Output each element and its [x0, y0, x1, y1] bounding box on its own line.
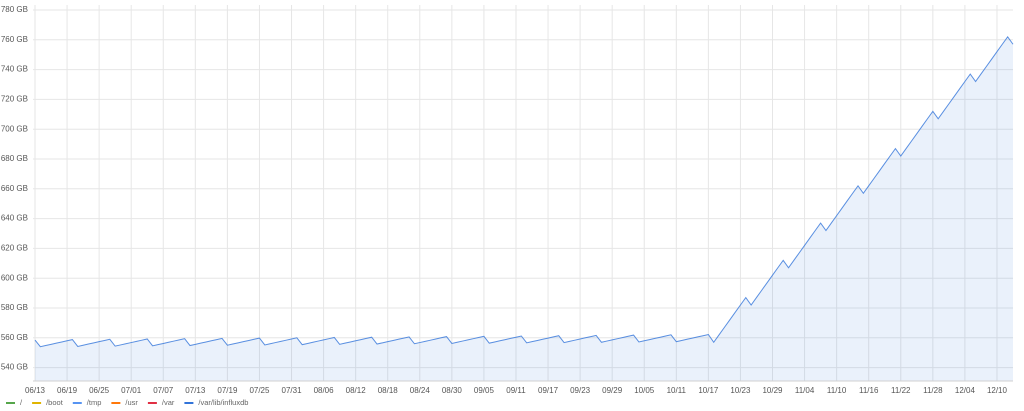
y-tick-label: 600 GB	[1, 273, 28, 282]
legend-label: /tmp	[87, 398, 102, 407]
x-tick-label: 10/17	[698, 386, 719, 395]
legend: / /boot/tmp/usr/var/var/lib/influxdb	[6, 398, 248, 407]
y-tick-label: 560 GB	[1, 333, 28, 342]
x-tick-label: 07/07	[153, 386, 174, 395]
x-tick-label: 07/19	[217, 386, 238, 395]
y-tick-label: 660 GB	[1, 184, 28, 193]
x-tick-label: 08/06	[314, 386, 335, 395]
x-tick-label: 06/25	[89, 386, 110, 395]
x-tick-label: 12/10	[987, 386, 1008, 395]
x-tick-label: 12/04	[955, 386, 976, 395]
x-tick-label: 10/11	[667, 386, 687, 395]
y-tick-label: 620 GB	[1, 244, 28, 253]
legend-label: /usr	[125, 398, 138, 407]
x-tick-label: 09/05	[474, 386, 495, 395]
y-tick-label: 760 GB	[1, 35, 28, 44]
x-tick-label: 06/13	[25, 386, 46, 395]
legend-label: /	[20, 398, 23, 407]
x-tick-label: 08/24	[410, 386, 431, 395]
x-tick-label: 11/22	[891, 386, 911, 395]
y-tick-label: 780 GB	[1, 5, 28, 14]
legend-label: /var	[162, 398, 175, 407]
x-tick-label: 11/04	[795, 386, 815, 395]
area	[35, 36, 1013, 381]
x-tick-label: 07/13	[185, 386, 206, 395]
y-tick-label: 580 GB	[1, 303, 28, 312]
x-tick-label: 06/19	[57, 386, 78, 395]
x-tick-label: 07/25	[249, 386, 270, 395]
y-tick-label: 540 GB	[1, 363, 28, 372]
x-tick-label: 09/17	[538, 386, 559, 395]
x-tick-label: 10/23	[730, 386, 751, 395]
x-tick-label: 08/30	[442, 386, 463, 395]
x-tick-label: 08/18	[378, 386, 399, 395]
x-tick-label: 11/28	[923, 386, 943, 395]
y-tick-label: 640 GB	[1, 214, 28, 223]
x-tick-label: 07/01	[121, 386, 142, 395]
legend-label: /boot	[46, 398, 64, 407]
x-tick-label: 09/11	[506, 386, 526, 395]
y-tick-label: 720 GB	[1, 95, 28, 104]
y-tick-label: 740 GB	[1, 65, 28, 74]
x-tick-label: 09/23	[570, 386, 591, 395]
x-tick-label: 10/29	[762, 386, 783, 395]
line	[34, 35, 1014, 348]
x-tick-label: 11/10	[827, 386, 847, 395]
x-tick-label: 09/29	[602, 386, 623, 395]
x-tick-label: 07/31	[282, 386, 303, 395]
y-tick-label: 700 GB	[1, 124, 28, 133]
y-tick-label: 680 GB	[1, 154, 28, 163]
x-tick-label: 10/05	[634, 386, 655, 395]
x-tick-label: 11/16	[859, 386, 879, 395]
x-tick-label: 08/12	[346, 386, 367, 395]
legend-label: /var/lib/influxdb	[198, 398, 248, 407]
